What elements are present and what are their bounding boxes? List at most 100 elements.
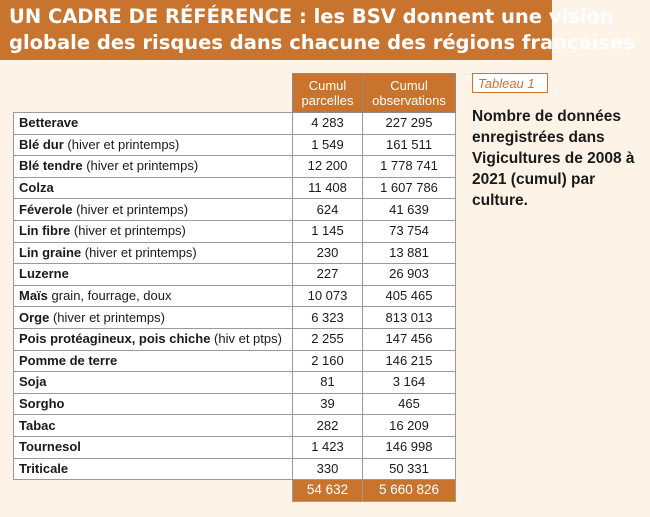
table-row: Lin graine (hiver et printemps) 230 13 8… bbox=[13, 241, 456, 265]
table-tag: Tableau 1 bbox=[472, 73, 548, 93]
crop-name: Blé tendre bbox=[19, 158, 83, 174]
crop-detail: (hiver et printemps) bbox=[82, 158, 199, 174]
crop-name: Lin fibre bbox=[19, 223, 71, 239]
crop-cell: Colza bbox=[13, 176, 293, 200]
crop-name: Betterave bbox=[19, 115, 79, 131]
crop-cell: Lin fibre (hiver et printemps) bbox=[13, 219, 293, 243]
crop-cell: Blé dur (hiver et printemps) bbox=[13, 133, 293, 157]
crop-cell: Blé tendre (hiver et printemps) bbox=[13, 155, 293, 178]
parcelles-cell: 11 408 bbox=[292, 176, 363, 200]
observations-cell: 405 465 bbox=[362, 284, 456, 308]
table-caption: Nombre de données enregistrées dans Vigi… bbox=[472, 108, 635, 209]
table-row: Tabac 282 16 209 bbox=[13, 414, 456, 437]
crop-name: Maïs bbox=[19, 288, 48, 304]
crop-cell: Féverole (hiver et printemps) bbox=[13, 198, 293, 221]
parcelles-cell: 1 423 bbox=[292, 435, 363, 459]
title-banner: UN CADRE DE RÉFÉRENCE : les BSV donnent … bbox=[0, 0, 635, 60]
header-cumul-observations: Cumul observations bbox=[362, 73, 456, 113]
header-blank-cell bbox=[14, 74, 293, 113]
total-blank-cell bbox=[14, 480, 293, 502]
table-row: Maïs grain, fourrage, doux 10 073 405 46… bbox=[13, 284, 456, 308]
total-parcelles: 54 632 bbox=[292, 479, 363, 502]
table-row: Sorgho 39 465 bbox=[13, 392, 456, 416]
observations-cell: 146 998 bbox=[362, 435, 456, 459]
observations-cell: 50 331 bbox=[362, 457, 456, 481]
crop-cell: Luzerne bbox=[13, 263, 293, 286]
observations-cell: 41 639 bbox=[362, 198, 456, 221]
observations-cell: 147 456 bbox=[362, 327, 456, 351]
table-row: Orge (hiver et printemps) 6 323 813 013 bbox=[13, 306, 456, 329]
title-line-2: globale des risques dans chacune des rég… bbox=[9, 31, 635, 54]
parcelles-cell: 10 073 bbox=[292, 284, 363, 308]
crop-detail: (hiv et ptps) bbox=[210, 331, 282, 347]
parcelles-cell: 330 bbox=[292, 457, 363, 481]
observations-cell: 227 295 bbox=[362, 112, 456, 135]
crop-detail: (hiver et printemps) bbox=[63, 136, 180, 152]
parcelles-cell: 227 bbox=[292, 263, 363, 286]
table-row: Tournesol 1 423 146 998 bbox=[13, 435, 456, 459]
crop-cell: Pois protéagineux, pois chiche (hiv et p… bbox=[13, 327, 293, 351]
crop-name: Pomme de terre bbox=[19, 352, 118, 368]
crop-detail: (hiver et printemps) bbox=[49, 309, 165, 325]
crop-cell: Triticale bbox=[13, 457, 293, 481]
total-observations: 5 660 826 bbox=[362, 479, 456, 502]
observations-cell: 73 754 bbox=[362, 219, 456, 243]
table-body: Betterave 4 283 227 295 Blé dur (hiver e… bbox=[13, 112, 456, 481]
observations-cell: 26 903 bbox=[362, 263, 456, 286]
crop-detail: grain, fourrage, doux bbox=[47, 288, 172, 304]
crop-detail: (hiver et printemps) bbox=[72, 201, 189, 217]
table-row: Soja 81 3 164 bbox=[13, 371, 456, 394]
crop-detail: (hiver et printemps) bbox=[81, 244, 197, 260]
parcelles-cell: 4 283 bbox=[292, 112, 363, 135]
crop-name: Colza bbox=[19, 180, 54, 196]
parcelles-cell: 230 bbox=[292, 241, 363, 265]
crop-name: Soja bbox=[19, 374, 47, 390]
table-row: Pomme de terre 2 160 146 215 bbox=[13, 349, 456, 373]
table-row: Betterave 4 283 227 295 bbox=[13, 112, 456, 135]
parcelles-cell: 1 549 bbox=[292, 133, 363, 157]
observations-cell: 16 209 bbox=[362, 414, 456, 437]
parcelles-cell: 2 255 bbox=[292, 327, 363, 351]
crop-name: Luzerne bbox=[19, 266, 69, 282]
crop-name: Pois protéagineux, pois chiche bbox=[19, 331, 211, 347]
crop-cell: Tournesol bbox=[13, 435, 293, 459]
crop-cell: Sorgho bbox=[13, 392, 293, 416]
data-table: Cumul parcelles Cumul observations Bette… bbox=[13, 73, 456, 502]
observations-cell: 146 215 bbox=[362, 349, 456, 373]
total-row: 54 632 5 660 826 bbox=[14, 479, 456, 502]
crop-cell: Orge (hiver et printemps) bbox=[13, 306, 293, 329]
observations-cell: 3 164 bbox=[362, 371, 456, 394]
crop-cell: Pomme de terre bbox=[13, 349, 293, 373]
parcelles-cell: 39 bbox=[292, 392, 363, 416]
observations-cell: 1 607 786 bbox=[362, 176, 456, 200]
crop-cell: Tabac bbox=[13, 414, 293, 437]
crop-name: Féverole bbox=[19, 201, 73, 217]
crop-name: Tournesol bbox=[19, 439, 81, 455]
crop-cell: Betterave bbox=[13, 112, 293, 135]
observations-cell: 13 881 bbox=[362, 241, 456, 265]
observations-cell: 813 013 bbox=[362, 306, 456, 329]
crop-name: Tabac bbox=[19, 417, 56, 433]
table-row: Luzerne 227 26 903 bbox=[13, 263, 456, 286]
parcelles-cell: 81 bbox=[292, 371, 363, 394]
observations-cell: 161 511 bbox=[362, 133, 456, 157]
crop-name: Orge bbox=[19, 309, 50, 325]
crop-name: Triticale bbox=[19, 460, 69, 476]
crop-detail: (hiver et printemps) bbox=[70, 223, 186, 239]
crop-name: Sorgho bbox=[19, 396, 65, 412]
table-row: Pois protéagineux, pois chiche (hiv et p… bbox=[13, 327, 456, 351]
crop-cell: Maïs grain, fourrage, doux bbox=[13, 284, 293, 308]
observations-cell: 1 778 741 bbox=[362, 155, 456, 178]
table-row: Colza 11 408 1 607 786 bbox=[13, 176, 456, 200]
table-header-row: Cumul parcelles Cumul observations bbox=[14, 73, 456, 113]
header-cumul-parcelles: Cumul parcelles bbox=[292, 73, 363, 113]
crop-name: Lin graine bbox=[19, 244, 82, 260]
table-row: Blé tendre (hiver et printemps) 12 200 1… bbox=[13, 155, 456, 178]
observations-cell: 465 bbox=[362, 392, 456, 416]
parcelles-cell: 282 bbox=[292, 414, 363, 437]
title-line-1: UN CADRE DE RÉFÉRENCE : les BSV donnent … bbox=[9, 5, 614, 28]
parcelles-cell: 1 145 bbox=[292, 219, 363, 243]
table-row: Lin fibre (hiver et printemps) 1 145 73 … bbox=[13, 219, 456, 243]
parcelles-cell: 2 160 bbox=[292, 349, 363, 373]
crop-cell: Soja bbox=[13, 371, 293, 394]
